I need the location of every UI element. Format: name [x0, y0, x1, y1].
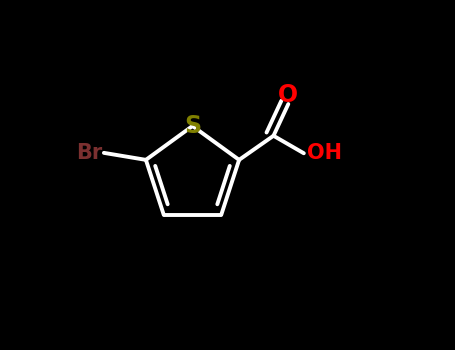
Text: O: O [278, 83, 298, 107]
Text: Br: Br [76, 143, 102, 163]
Text: OH: OH [307, 143, 342, 163]
Text: S: S [184, 114, 201, 138]
